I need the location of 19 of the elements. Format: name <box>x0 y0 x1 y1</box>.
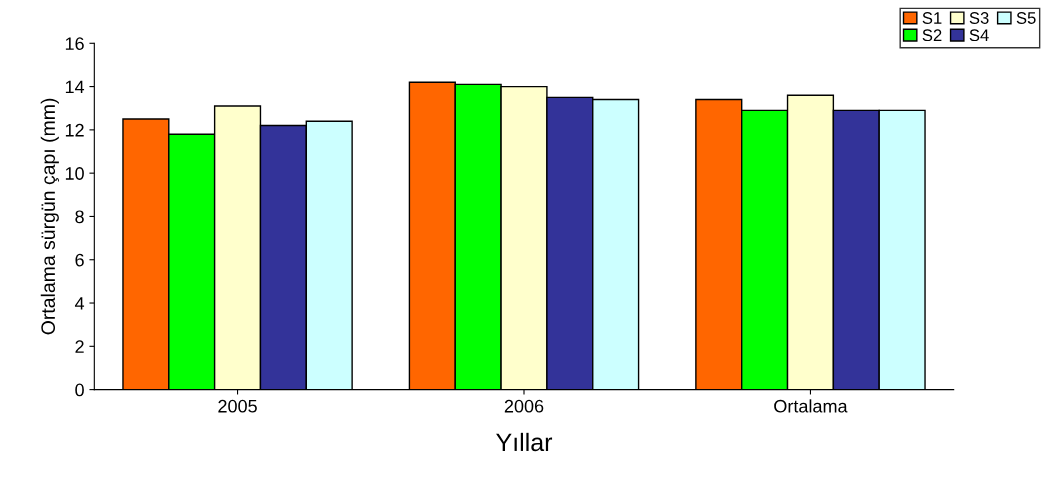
x-tick-label: 2005 <box>218 399 257 413</box>
x-tick-label: 2006 <box>504 399 544 413</box>
legend-label: S3 <box>969 12 989 24</box>
legend-label: S4 <box>969 29 989 42</box>
y-tick-label: 10 <box>65 167 84 180</box>
legend-label: S1 <box>922 12 942 24</box>
y-tick-label: 2 <box>75 340 84 353</box>
y-tick-label: 0 <box>75 383 84 397</box>
y-tick-label: 8 <box>75 210 84 224</box>
y-tick-label: 16 <box>65 37 84 51</box>
y-tick-label: 12 <box>65 123 84 137</box>
y-tick-label: 14 <box>65 80 85 94</box>
y-tick-label: 4 <box>74 297 85 310</box>
x-tick-label: Ortalama <box>774 399 848 413</box>
legend-label: S5 <box>1016 12 1036 24</box>
y-tick-label: 6 <box>75 253 84 267</box>
x-axis-title: Yıllar <box>496 432 553 452</box>
legend-label: S2 <box>922 29 942 42</box>
y-axis-title: Ortalama sürgün çapı (mm) <box>40 98 59 335</box>
